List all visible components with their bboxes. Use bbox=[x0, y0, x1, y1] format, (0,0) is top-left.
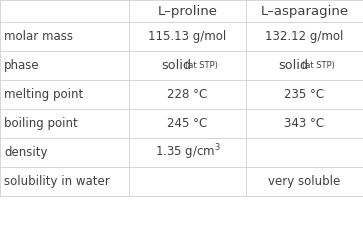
Text: solid: solid bbox=[278, 59, 308, 72]
Text: (at STP): (at STP) bbox=[185, 61, 218, 70]
Text: density: density bbox=[4, 146, 48, 159]
Text: 228 °C: 228 °C bbox=[167, 88, 208, 101]
Text: 1.35 g/cm$^3$: 1.35 g/cm$^3$ bbox=[155, 143, 220, 162]
Text: solubility in water: solubility in water bbox=[4, 175, 110, 188]
Text: L–asparagine: L–asparagine bbox=[261, 5, 348, 18]
Text: solid: solid bbox=[161, 59, 191, 72]
Text: very soluble: very soluble bbox=[268, 175, 341, 188]
Text: molar mass: molar mass bbox=[4, 30, 73, 43]
Text: 235 °C: 235 °C bbox=[285, 88, 325, 101]
Text: boiling point: boiling point bbox=[4, 117, 78, 130]
Text: (at STP): (at STP) bbox=[302, 61, 335, 70]
Text: phase: phase bbox=[4, 59, 40, 72]
Text: 245 °C: 245 °C bbox=[167, 117, 208, 130]
Text: 343 °C: 343 °C bbox=[285, 117, 325, 130]
Text: melting point: melting point bbox=[4, 88, 83, 101]
Text: L–proline: L–proline bbox=[158, 5, 217, 18]
Text: 132.12 g/mol: 132.12 g/mol bbox=[265, 30, 344, 43]
Text: 115.13 g/mol: 115.13 g/mol bbox=[148, 30, 227, 43]
